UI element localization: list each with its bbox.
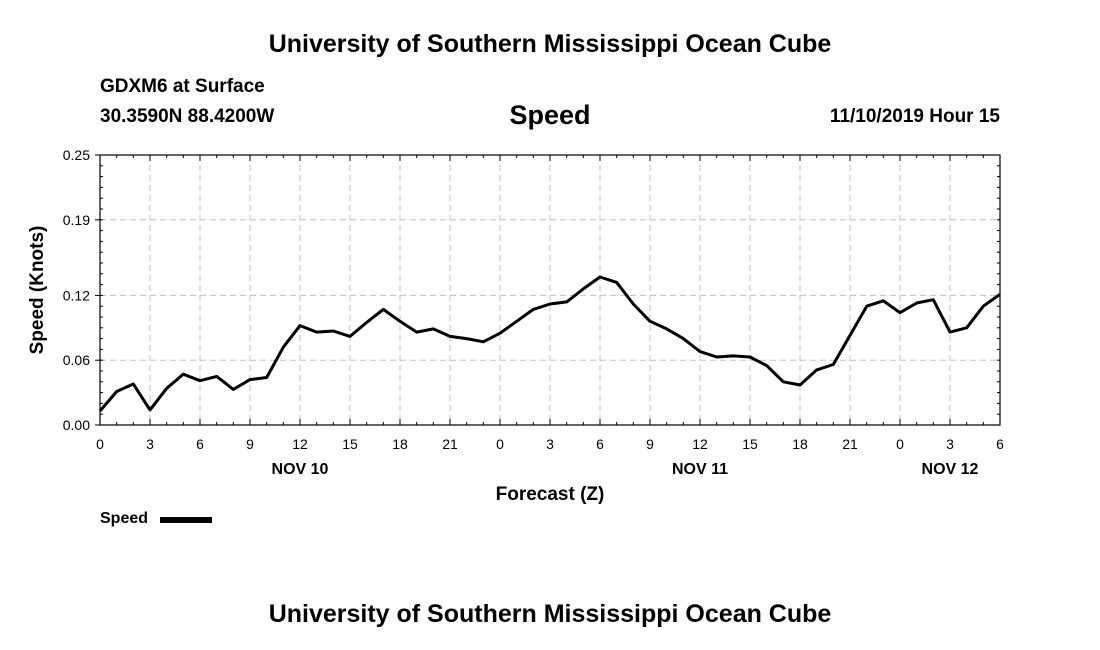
x-tick-label: 3 bbox=[946, 436, 954, 452]
legend-label: Speed bbox=[100, 510, 149, 527]
x-tick-label: 12 bbox=[292, 436, 308, 452]
x-axis-label: Forecast (Z) bbox=[496, 484, 605, 505]
y-tick-label: 0.06 bbox=[63, 352, 90, 368]
y-tick-label: 0.19 bbox=[63, 212, 90, 228]
x-tick-label: 3 bbox=[546, 436, 554, 452]
plot-frame bbox=[99, 154, 1001, 426]
x-tick-label: 21 bbox=[442, 436, 458, 452]
x-tick-label: 21 bbox=[842, 436, 858, 452]
location-label: 30.3590N 88.4200W bbox=[100, 106, 275, 127]
x-tick-label: 0 bbox=[96, 436, 104, 452]
x-tick-label: 6 bbox=[996, 436, 1004, 452]
x-tick-label: 6 bbox=[596, 436, 604, 452]
speed-series-line bbox=[98, 275, 1001, 412]
x-tick-label: 12 bbox=[692, 436, 708, 452]
x-tick-label: 9 bbox=[646, 436, 654, 452]
x-tick-label: 15 bbox=[742, 436, 758, 452]
x-tick-label: 18 bbox=[792, 436, 808, 452]
x-tick-label: 18 bbox=[392, 436, 408, 452]
x-tick-label: 15 bbox=[342, 436, 358, 452]
date-label: NOV 10 bbox=[272, 461, 329, 478]
date-label: NOV 11 bbox=[672, 461, 728, 478]
bottom-title: University of Southern Mississippi Ocean… bbox=[268, 600, 832, 628]
y-tick-label: 0.25 bbox=[63, 147, 90, 163]
x-tick-label: 0 bbox=[896, 436, 904, 452]
y-axis-label: Speed (Knots) bbox=[27, 226, 48, 355]
station-label: GDXM6 at Surface bbox=[100, 76, 265, 97]
x-tick-label: 9 bbox=[246, 436, 254, 452]
chart-title: Speed bbox=[509, 100, 591, 130]
x-tick-label: 6 bbox=[196, 436, 204, 452]
date-label: NOV 12 bbox=[922, 461, 979, 478]
x-tick-label: 3 bbox=[146, 436, 154, 452]
y-tick-label: 0.00 bbox=[63, 417, 90, 433]
y-tick-label: 0.12 bbox=[63, 287, 90, 303]
datetime-label: 11/10/2019 Hour 15 bbox=[829, 106, 1000, 127]
top-title: University of Southern Mississippi Ocean… bbox=[268, 30, 832, 58]
x-tick-label: 0 bbox=[496, 436, 504, 452]
legend-swatch bbox=[160, 517, 212, 523]
